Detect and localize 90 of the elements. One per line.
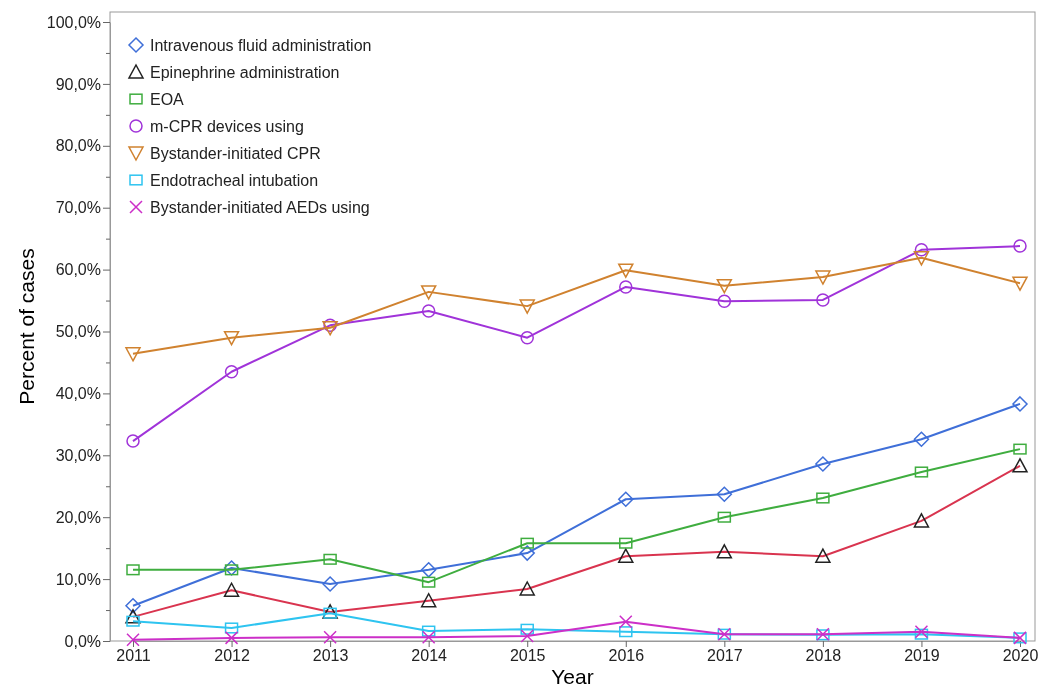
point [717, 511, 732, 523]
y-tick-label: 20,0% [55, 508, 101, 526]
x-tick-label: 2012 [214, 647, 250, 665]
point [1013, 443, 1027, 455]
point [420, 285, 437, 300]
point [914, 466, 929, 478]
point [815, 456, 831, 472]
x-tick-label: 2016 [608, 647, 645, 665]
point [520, 623, 534, 635]
point [126, 434, 140, 448]
legend-label: m-CPR devices using [150, 118, 304, 135]
point [224, 622, 239, 634]
point [619, 537, 633, 549]
y-tick-label: 50,0% [55, 323, 101, 341]
point [816, 492, 830, 504]
point [619, 280, 633, 294]
point [323, 553, 337, 565]
point [223, 330, 240, 346]
point [322, 576, 338, 592]
x-tick-label: 2017 [707, 647, 743, 665]
y-tick-label: 80,0% [55, 137, 101, 155]
point [815, 548, 831, 563]
point [223, 582, 240, 597]
x-tick-label: 2018 [805, 647, 842, 665]
point [716, 278, 733, 294]
point [913, 513, 930, 528]
point [125, 347, 141, 362]
point [420, 593, 437, 608]
point [223, 560, 240, 576]
point [421, 630, 436, 645]
x-tick-label: 2015 [509, 647, 546, 665]
point [619, 626, 633, 638]
point [914, 243, 929, 257]
point [815, 270, 831, 285]
point [125, 609, 141, 624]
point [618, 548, 634, 563]
point [420, 562, 437, 578]
legend-label: Epinephrine administration [150, 64, 340, 81]
point [224, 564, 239, 576]
y-tick-label: 60,0% [55, 261, 101, 279]
point [619, 615, 633, 629]
x-axis-title: Year [551, 665, 594, 688]
point [224, 631, 239, 645]
x-tick-label: 2019 [904, 647, 940, 665]
point [1012, 458, 1028, 473]
point [520, 330, 534, 345]
point [421, 625, 436, 637]
point [716, 544, 733, 559]
point [520, 629, 534, 643]
y-tick-label: 30,0% [55, 446, 101, 464]
point [618, 263, 634, 278]
legend-label: Endotracheal intubation [150, 172, 319, 189]
point [717, 294, 732, 308]
point [519, 581, 535, 596]
point [126, 633, 140, 647]
point [1013, 239, 1027, 253]
point [224, 364, 239, 379]
point [125, 597, 141, 614]
point [519, 545, 535, 561]
y-tick-label: 10,0% [55, 570, 101, 588]
point [520, 537, 534, 549]
point [914, 628, 929, 640]
legend-label: Bystander-initiated CPR [150, 145, 321, 162]
point [421, 576, 436, 588]
point [421, 304, 436, 318]
point [816, 293, 830, 307]
x-tick-label: 2013 [312, 647, 349, 665]
legend-label: Bystander-initiated AEDs using [150, 199, 370, 216]
y-tick-label: 0,0% [64, 632, 101, 650]
point [913, 251, 930, 266]
point [1012, 396, 1028, 412]
y-tick-label: 40,0% [55, 385, 101, 403]
point [914, 624, 929, 639]
point [323, 630, 337, 645]
point [1012, 276, 1028, 291]
y-tick-label: 90,0% [55, 75, 101, 93]
x-tick-label: 2014 [411, 647, 448, 665]
x-tick-label: 2011 [116, 647, 151, 665]
legend-label: Intravenous fluid administration [150, 37, 372, 54]
legend-label: EOA [150, 91, 185, 108]
point [126, 564, 140, 576]
point [126, 615, 140, 627]
y-tick-label: 70,0% [55, 199, 101, 217]
point [913, 431, 930, 447]
point [618, 491, 634, 507]
x-tick-label: 2020 [1002, 647, 1039, 665]
y-axis-title: Percent of cases [15, 248, 38, 405]
y-tick-label: 100,0% [46, 13, 101, 31]
point [716, 486, 733, 503]
point [519, 299, 535, 314]
